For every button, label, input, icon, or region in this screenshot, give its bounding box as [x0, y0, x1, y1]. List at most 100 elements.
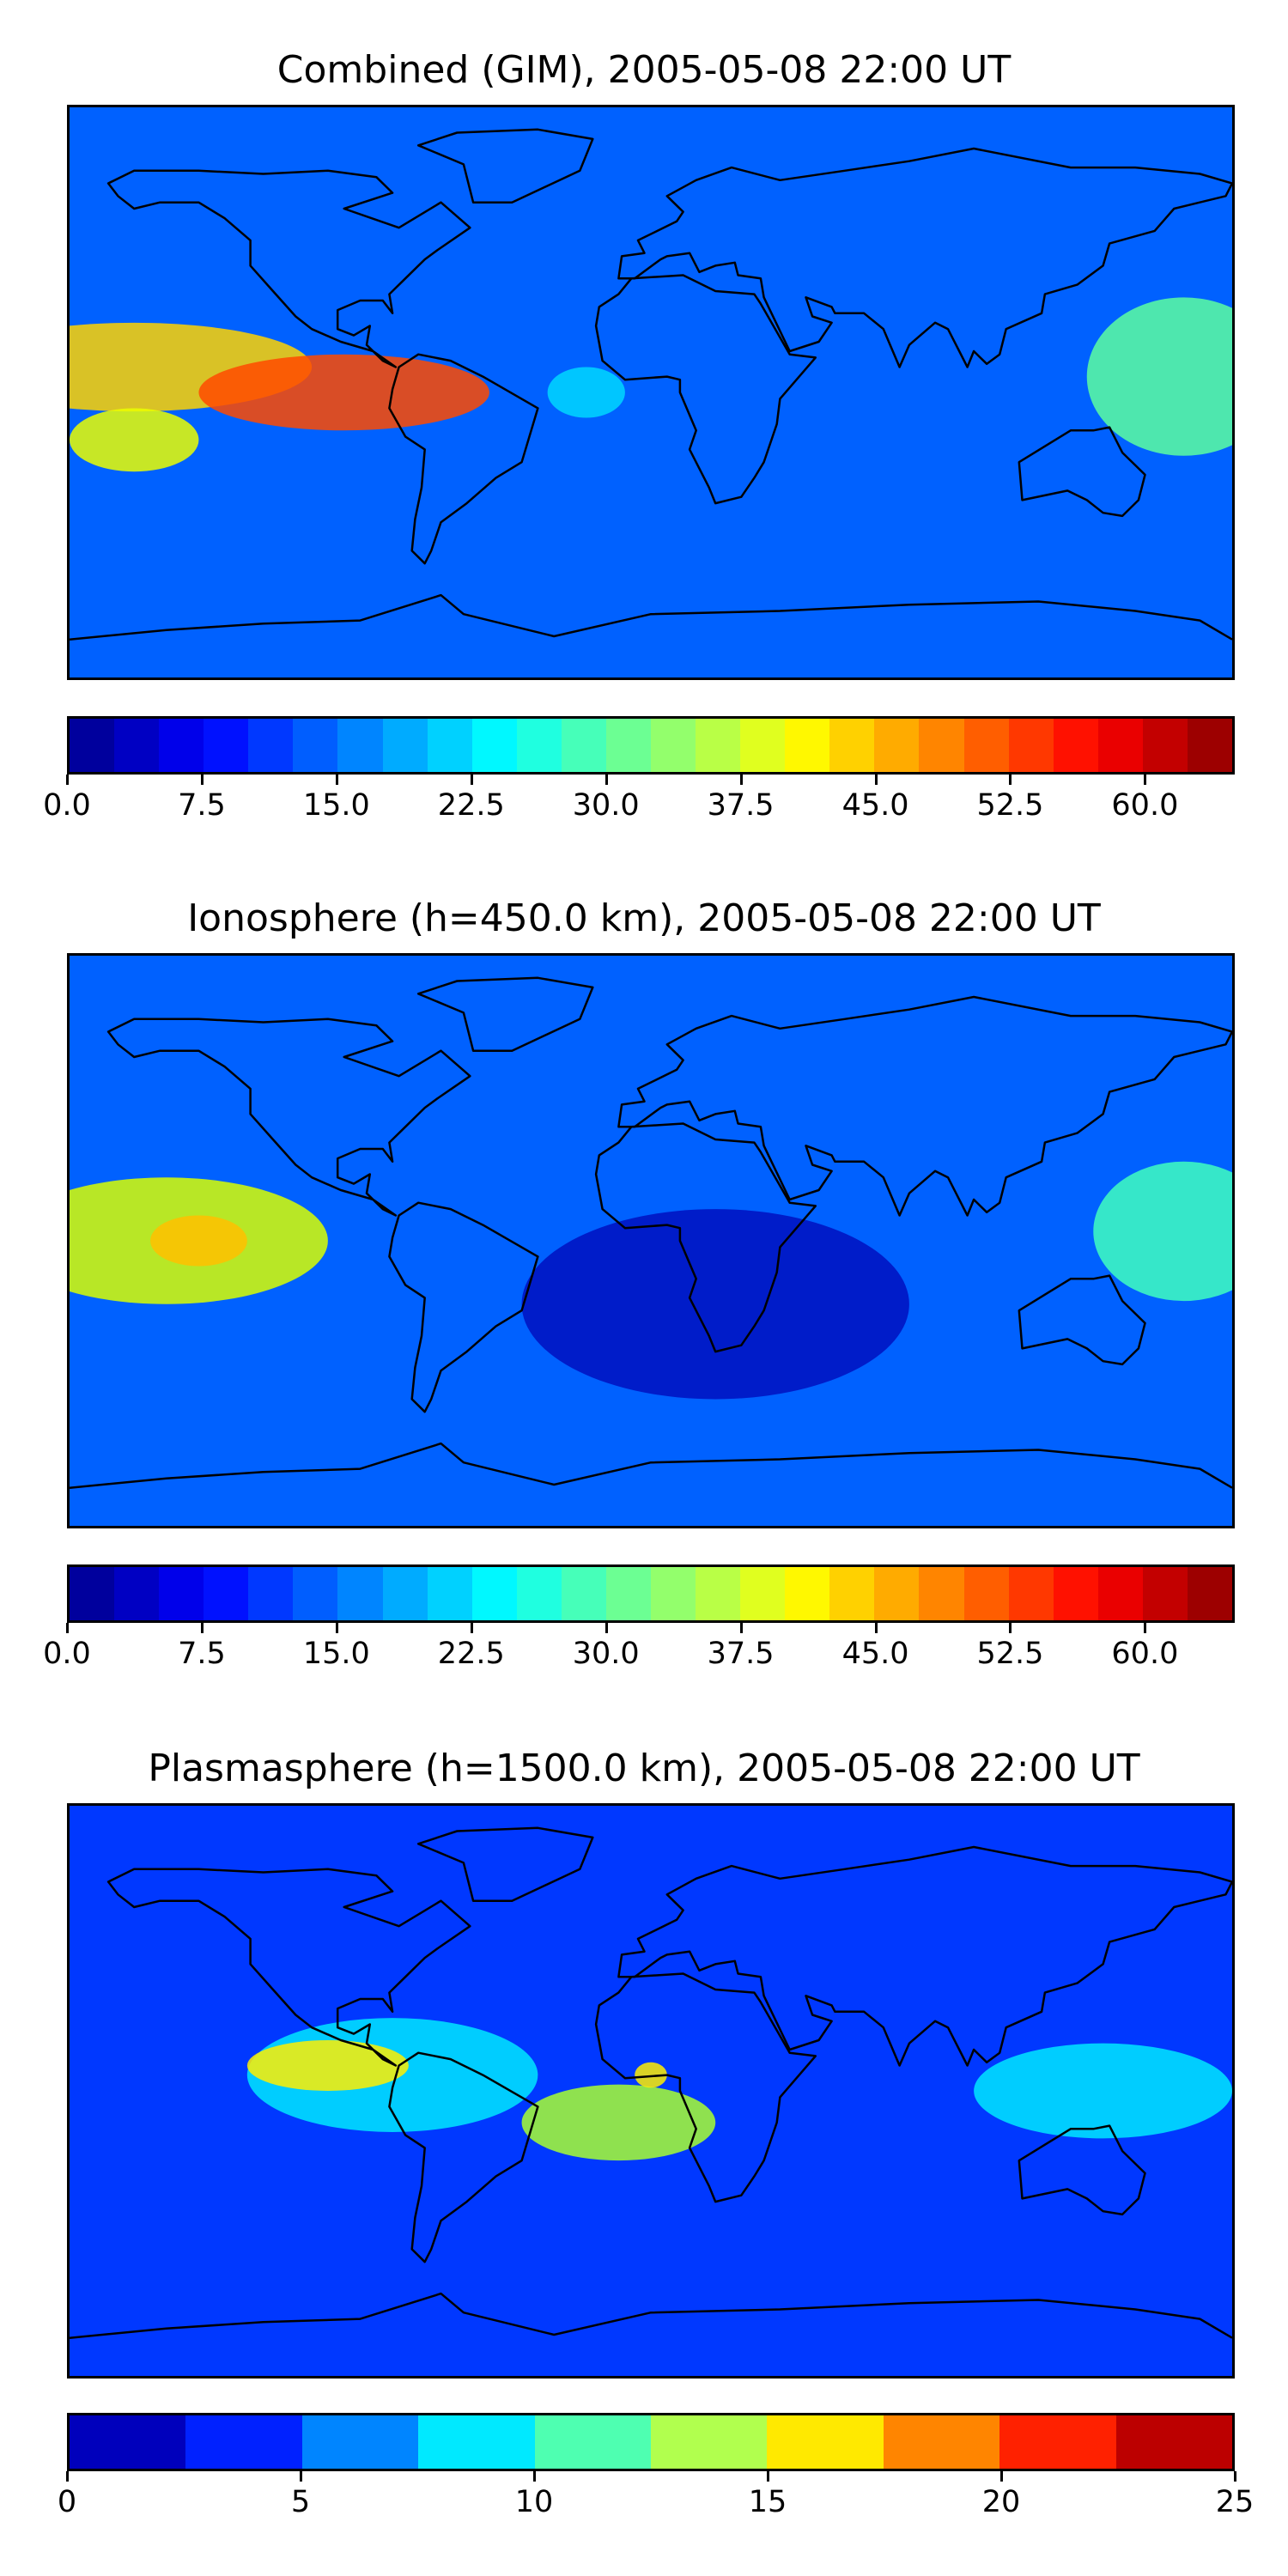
- map-canvas: [70, 956, 1232, 1526]
- colorbar-tick-label: 60.0: [1111, 788, 1179, 823]
- panel-title: Ionosphere (h=450.0 km), 2005-05-08 22:0…: [187, 896, 1101, 940]
- colorbar-level: [185, 2415, 302, 2469]
- colorbar-level: [382, 719, 428, 772]
- colorbar-level: [418, 2415, 535, 2469]
- colorbar-tick-label: 5: [290, 2485, 311, 2519]
- colorbar-level: [1053, 1567, 1098, 1620]
- colorbar: [67, 716, 1235, 775]
- colorbar-level: [767, 2415, 884, 2469]
- colorbar-tick-mark: [200, 775, 204, 785]
- coastline-africa: [594, 274, 817, 505]
- colorbar-level: [70, 719, 115, 772]
- tec-contour-region: [974, 2043, 1232, 2139]
- tec-contour-region: [635, 2062, 667, 2088]
- colorbar-level: [293, 719, 338, 772]
- colorbar-level: [829, 1567, 875, 1620]
- colorbar-level: [651, 2415, 768, 2469]
- colorbar-level: [516, 1567, 562, 1620]
- colorbar-level: [301, 2415, 419, 2469]
- coastline-australia: [1018, 1274, 1146, 1366]
- colorbar-tick-label: 22.5: [437, 788, 505, 823]
- colorbar-tick-mark: [335, 1623, 338, 1633]
- colorbar-tick-mark: [1144, 775, 1147, 785]
- colorbar-tick-label: 15.0: [302, 788, 370, 823]
- colorbar-level: [999, 2415, 1116, 2469]
- colorbar: [67, 1564, 1235, 1623]
- colorbar-tick-mark: [335, 775, 338, 785]
- coastline-australia: [1018, 2124, 1146, 2216]
- tec-contour-region: [521, 2084, 716, 2161]
- colorbar-tick-label: 37.5: [707, 788, 775, 823]
- colorbar-level: [1142, 719, 1188, 772]
- colorbar-level: [70, 1567, 115, 1620]
- colorbar-level: [382, 1567, 428, 1620]
- colorbar-level: [1115, 2415, 1233, 2469]
- panel-title: Combined (GIM), 2005-05-08 22:00 UT: [276, 48, 1012, 92]
- colorbar-level: [1187, 1567, 1233, 1620]
- colorbar-level: [1053, 719, 1098, 772]
- map-canvas: [70, 107, 1232, 677]
- colorbar-tick-mark: [470, 1623, 473, 1633]
- colorbar-tick-mark: [767, 2471, 769, 2482]
- colorbar-level: [883, 2415, 1000, 2469]
- colorbar-level: [70, 2415, 186, 2469]
- panel-title: Plasmasphere (h=1500.0 km), 2005-05-08 2…: [148, 1747, 1140, 1790]
- colorbar-tick-mark: [739, 1623, 743, 1633]
- colorbar-tick-label: 7.5: [178, 1637, 226, 1671]
- coastline-antarctica: [70, 2292, 1232, 2339]
- colorbar-level: [427, 719, 472, 772]
- colorbar-tick-mark: [605, 1623, 608, 1633]
- colorbar-tick-mark: [66, 2471, 69, 2482]
- colorbar-level: [651, 719, 696, 772]
- coastline-north-america: [106, 1868, 471, 2067]
- colorbar-level: [114, 719, 160, 772]
- colorbar-level: [651, 1567, 696, 1620]
- colorbar-level: [829, 719, 875, 772]
- colorbar-level: [561, 1567, 606, 1620]
- tec-contour-region: [1093, 1161, 1232, 1302]
- colorbar-tick-label: 0.0: [43, 1637, 91, 1671]
- colorbar-level: [337, 1567, 383, 1620]
- colorbar-level: [696, 719, 741, 772]
- colorbar-tick-label: 15: [748, 2485, 787, 2519]
- colorbar-tick-label: 52.5: [976, 788, 1044, 823]
- colorbar-tick-mark: [300, 2471, 302, 2482]
- coastline-europe-asia: [617, 1845, 1232, 2067]
- colorbar-level: [785, 719, 830, 772]
- colorbar-level: [159, 1567, 204, 1620]
- colorbar-tick-mark: [1009, 775, 1012, 785]
- colorbar-level: [471, 719, 517, 772]
- colorbar-level: [740, 719, 786, 772]
- colorbar-level: [114, 1567, 160, 1620]
- colorbar-tick-mark: [874, 775, 878, 785]
- colorbar-level: [874, 1567, 920, 1620]
- colorbar-level: [248, 1567, 294, 1620]
- tec-contour-region: [246, 2039, 409, 2091]
- coastline-north-america: [106, 169, 471, 368]
- coastline-greenland: [416, 976, 594, 1052]
- coastline-europe-asia: [617, 147, 1232, 368]
- colorbar-tick-mark: [66, 1623, 69, 1633]
- colorbar-level: [204, 1567, 249, 1620]
- tec-contour-region: [1086, 297, 1232, 456]
- colorbar-level: [740, 1567, 786, 1620]
- colorbar-ticks: 0 5 10 15 20 25: [58, 2471, 1254, 2523]
- coastline-antarctica: [70, 593, 1232, 641]
- colorbar-level: [1097, 719, 1143, 772]
- colorbar-level: [963, 1567, 1009, 1620]
- tec-contour-region: [198, 354, 489, 431]
- colorbar-tick-label: 0: [57, 2485, 77, 2519]
- colorbar-tick-label: 22.5: [437, 1637, 505, 1671]
- colorbar-tick-mark: [1234, 2471, 1236, 2482]
- colorbar-level: [337, 719, 383, 772]
- colorbar-tick-mark: [1000, 2471, 1003, 2482]
- colorbar-level: [605, 719, 652, 772]
- colorbar-tick-mark: [605, 775, 608, 785]
- coastline-australia: [1018, 426, 1146, 518]
- colorbar-tick-mark: [470, 775, 473, 785]
- coastline-south-america: [388, 2051, 539, 2263]
- coastline-africa: [594, 1972, 817, 2203]
- colorbar-tick-label: 15.0: [302, 1637, 370, 1671]
- colorbar-tick-mark: [739, 775, 743, 785]
- map-canvas: [70, 1806, 1232, 2376]
